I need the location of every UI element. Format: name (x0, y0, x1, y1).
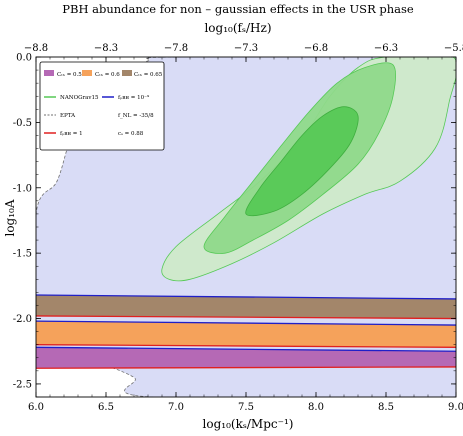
legend-label-c05: Cₜₕ = 0.5 (57, 72, 82, 78)
top-tick-label: −5.8 (444, 43, 463, 54)
legend-swatch-c06 (82, 70, 92, 76)
legend: Cₜₕ = 0.5 Cₜₕ = 0.6 Cₜₕ = 0.65 NANOGrav1… (39, 61, 165, 151)
legend-label-cs: cₛ = 0.88 (118, 131, 144, 137)
plot-lines (36, 294, 456, 369)
band-c05 (36, 347, 456, 369)
legend-label-epta: EPTA (60, 113, 76, 119)
legend-swatch-c05 (44, 70, 54, 76)
band-c065 (36, 295, 456, 319)
top-axis-title: log₁₀(fₛ/Hz) (204, 21, 271, 35)
top-tick-label: −8.8 (24, 43, 48, 54)
top-tick-label: −7.8 (164, 43, 188, 54)
chart-title: PBH abundance for non – gaussian effects… (62, 2, 414, 16)
band-c05-fpbh-1-line (36, 366, 456, 369)
y-tick-label: -1.5 (13, 249, 32, 260)
band-c065-fpbh-1e9-line (36, 294, 456, 300)
band-c05-fpbh-1e9-line (36, 346, 456, 352)
y-tick-label: -2.0 (13, 314, 32, 325)
legend-label-fnl: f_NL = -35/8 (118, 113, 154, 119)
top-tick-label: −6.8 (304, 43, 328, 54)
band-c065-fpbh-1-line (36, 315, 456, 320)
x-tick-label: 7.5 (238, 402, 254, 413)
x-tick-label: 6.5 (98, 402, 114, 413)
legend-swatch-c065 (122, 70, 132, 76)
band-c06-fpbh-1-line (36, 344, 456, 348)
y-tick-label: -0.5 (13, 118, 32, 129)
top-tick-label: −6.3 (374, 43, 398, 54)
axes: 6.0 6.5 7.0 7.5 8.0 8.5 9.0 −8.8 −8.3 −7.8 −7.3 −6.… (13, 43, 463, 413)
y-tick-label: -1.0 (13, 183, 32, 194)
x-tick-label: 8.5 (378, 402, 394, 413)
x-tick-label: 6.0 (28, 402, 44, 413)
x-tick-label: 8.0 (308, 402, 324, 413)
y-tick-label: -2.5 (13, 379, 32, 390)
legend-label-fpbh-1e9: fₚʙʜ = 10⁻⁹ (118, 94, 150, 101)
legend-label-c06: Cₜₕ = 0.6 (95, 72, 120, 78)
legend-label-nanograv: NANOGrav15 (60, 95, 99, 101)
x-tick-label: 9.0 (448, 402, 463, 413)
x-tick-label: 7.0 (168, 402, 184, 413)
nanograv-inner-region (245, 106, 359, 217)
top-tick-label: −8.3 (94, 43, 118, 54)
legend-label-fpbh-1: fₚʙʜ = 1 (60, 131, 83, 137)
top-tick-label: −7.3 (234, 43, 258, 54)
legend-label-c065: Cₜₕ = 0.65 (134, 72, 163, 78)
y-tick-label: 0.0 (16, 53, 32, 64)
legend-box (39, 61, 165, 151)
band-c06-fpbh-1e9-line (36, 320, 456, 326)
x-axis-title: log₁₀(kₛ/Mpc⁻¹) (203, 417, 294, 431)
band-c06 (36, 321, 456, 348)
y-axis-title: log₁₀A (3, 199, 17, 236)
